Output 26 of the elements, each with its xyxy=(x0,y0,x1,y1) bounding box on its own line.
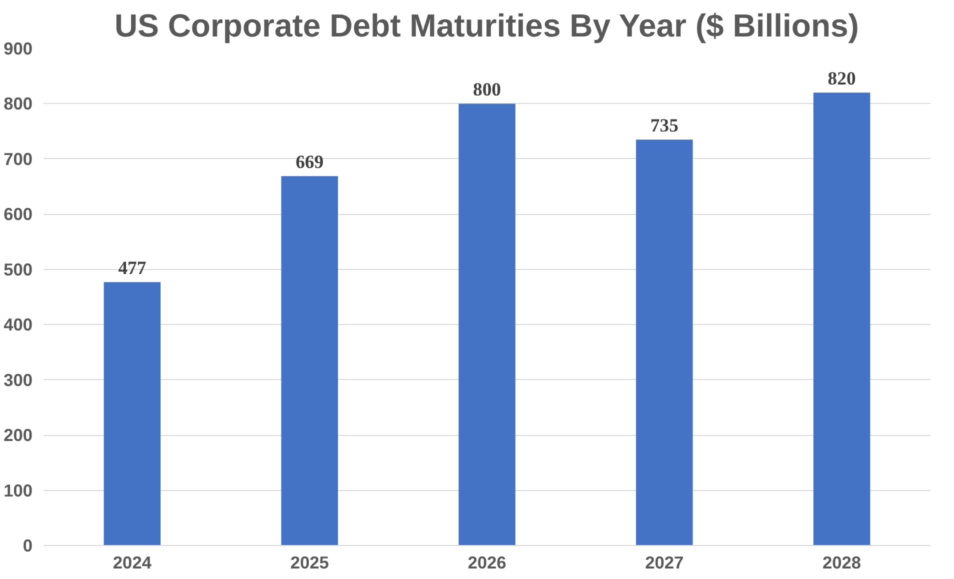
x-tick-label: 2024 xyxy=(112,552,152,572)
x-tick-label: 2027 xyxy=(645,552,684,572)
y-tick-label: 200 xyxy=(4,425,33,446)
y-tick-label: 900 xyxy=(4,38,33,58)
data-label: 800 xyxy=(473,80,501,101)
chart-title: US Corporate Debt Maturities By Year ($ Billions) xyxy=(114,8,859,44)
data-label: 735 xyxy=(650,116,678,137)
x-tick-label: 2028 xyxy=(822,552,862,572)
y-tick-label: 800 xyxy=(4,94,33,114)
y-tick-label: 0 xyxy=(22,536,33,556)
bar xyxy=(813,92,870,546)
bar xyxy=(281,176,338,546)
bar xyxy=(636,140,693,546)
y-tick-label: 400 xyxy=(4,314,33,335)
y-tick-label: 100 xyxy=(4,480,33,500)
y-tick-label: 300 xyxy=(4,370,33,390)
x-tick-label: 2026 xyxy=(468,552,507,572)
y-tick-label: 500 xyxy=(4,259,33,280)
y-tick-label: 700 xyxy=(4,148,33,169)
x-tick-label: 2025 xyxy=(290,552,330,572)
bar xyxy=(104,282,161,546)
y-tick-label: 600 xyxy=(4,204,33,224)
data-label: 669 xyxy=(296,152,324,174)
bar xyxy=(458,104,516,546)
data-label: 477 xyxy=(118,258,146,280)
data-label: 820 xyxy=(828,68,856,90)
